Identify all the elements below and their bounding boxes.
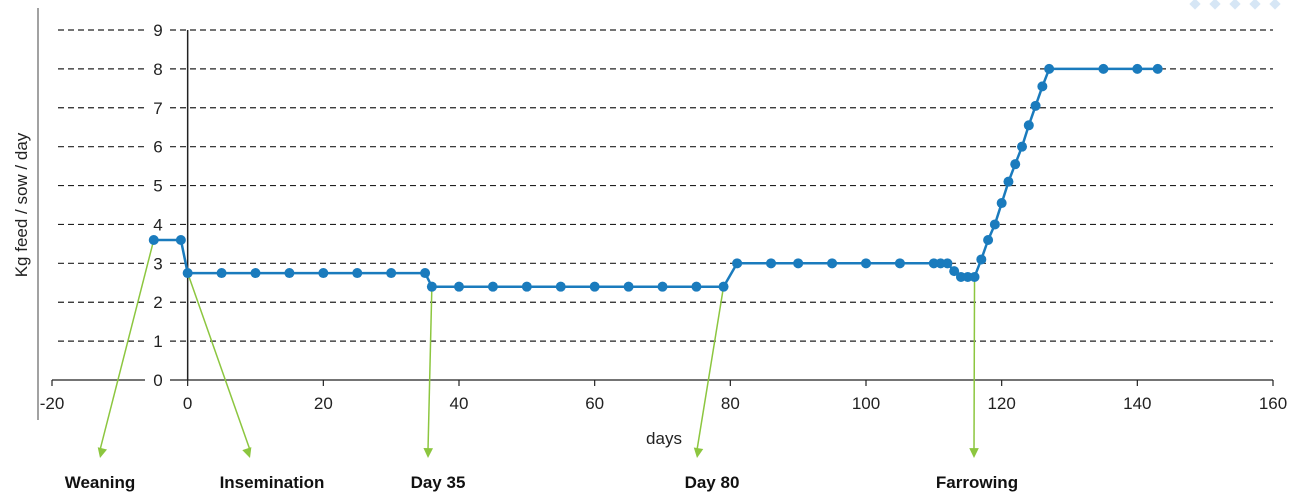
data-point: [989, 219, 1000, 230]
data-point: [1044, 63, 1055, 74]
x-tick-label: 20: [314, 394, 333, 413]
data-point: [691, 281, 702, 292]
data-point: [250, 268, 261, 279]
x-tick-label: -20: [40, 394, 65, 413]
decorative-diamond-pattern: [1189, 0, 1281, 10]
annotation-arrow-line: [99, 239, 155, 451]
annotation-labels: Weaning Insemination Day 35 Day 80 Farrowing: [65, 473, 1018, 492]
data-point: [284, 268, 295, 279]
data-point: [182, 268, 193, 279]
data-point: [732, 258, 743, 269]
data-point: [949, 266, 960, 277]
y-tick-label: 2: [153, 293, 162, 312]
data-point: [1030, 100, 1041, 111]
data-point: [996, 198, 1007, 209]
data-point: [1132, 63, 1143, 74]
data-point: [1037, 81, 1048, 92]
y-axis-title: Kg feed / sow / day: [12, 132, 31, 277]
data-point: [426, 281, 437, 292]
y-tick-label: 3: [153, 254, 162, 273]
data-point: [1017, 141, 1028, 152]
x-tick-label: 100: [852, 394, 880, 413]
data-point: [942, 258, 953, 269]
decorative-diamond: [1209, 0, 1221, 10]
y-tick-label: 4: [153, 215, 162, 234]
annotation-arrow-head: [242, 447, 252, 458]
decorative-diamond: [1229, 0, 1241, 10]
annotation-label: Weaning: [65, 473, 136, 492]
data-point: [454, 281, 464, 292]
x-tick-label: 60: [585, 394, 604, 413]
data-point: [766, 258, 777, 269]
grid-lines: [58, 29, 1273, 342]
data-point: [175, 235, 186, 245]
y-tick-label: 5: [153, 177, 162, 196]
series: [148, 63, 1163, 292]
annotation-arrow-line: [696, 286, 725, 451]
data-point: [386, 268, 397, 279]
data-point: [861, 258, 871, 269]
data-point: [657, 281, 668, 292]
data-point: [216, 268, 227, 279]
data-point: [1010, 159, 1021, 170]
data-point: [148, 235, 159, 245]
decorative-diamond: [1269, 0, 1281, 10]
data-point: [718, 281, 729, 292]
x-tick-labels: -20 0 20 40 60 80 100 120 140 160: [40, 380, 1287, 413]
data-point: [1152, 63, 1163, 74]
data-point: [983, 235, 994, 245]
data-point: [623, 281, 634, 292]
x-tick-label: 140: [1123, 394, 1151, 413]
annotation-arrow-line: [973, 276, 976, 451]
data-point: [976, 254, 987, 265]
y-tick-label: 9: [153, 21, 162, 40]
annotation-arrow-line: [427, 286, 433, 451]
y-tick-label: 0: [153, 371, 162, 390]
data-point: [1098, 63, 1109, 74]
x-tick-label: 80: [721, 394, 740, 413]
annotation-label: Farrowing: [936, 473, 1018, 492]
x-tick-label: 160: [1259, 394, 1287, 413]
data-point: [793, 258, 804, 269]
annotation-label: Day 35: [411, 473, 466, 492]
y-tick-label: 6: [153, 138, 162, 157]
decorative-diamond: [1249, 0, 1261, 10]
decorative-diamond: [1189, 0, 1201, 10]
axes: [37, 8, 1273, 420]
data-point: [352, 268, 363, 279]
data-point: [1023, 120, 1034, 131]
annotation-label: Day 80: [685, 473, 740, 492]
y-tick-labels: 0 1 2 3 4 5 6 7 8 9: [153, 21, 162, 390]
data-point: [420, 268, 431, 279]
data-point: [555, 281, 566, 292]
annotation-arrow-head: [97, 447, 108, 458]
y-tick-label: 1: [153, 332, 162, 351]
annotation-arrow-head: [969, 448, 979, 458]
data-point: [487, 281, 498, 292]
data-point: [1003, 176, 1014, 187]
data-point: [318, 268, 329, 279]
x-axis-title: days: [646, 429, 682, 448]
annotation-arrow-head: [693, 447, 704, 458]
x-tick-label: 40: [450, 394, 469, 413]
annotation-label: Insemination: [220, 473, 325, 492]
data-point: [969, 271, 980, 282]
y-tick-label: 7: [153, 99, 162, 118]
annotation-arrows: [97, 239, 979, 458]
data-point: [894, 258, 905, 269]
annotation-arrow-head: [423, 447, 434, 458]
y-tick-label: 8: [153, 60, 162, 79]
annotation-arrow-line: [186, 272, 251, 451]
data-point: [521, 281, 532, 292]
x-tick-label: 120: [987, 394, 1015, 413]
x-tick-label: 0: [183, 394, 192, 413]
data-point: [827, 258, 838, 269]
data-point: [589, 281, 600, 292]
